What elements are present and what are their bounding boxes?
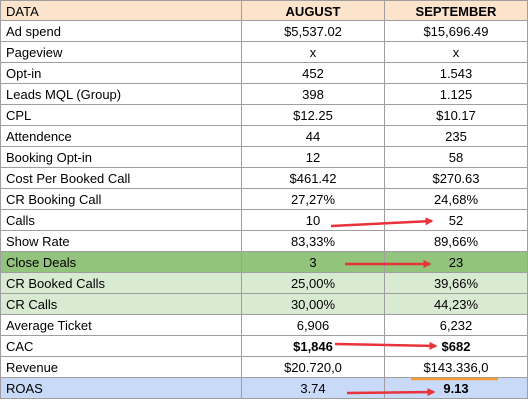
row-label[interactable]: CR Booked Calls (0, 273, 242, 294)
header-august[interactable]: AUGUST (242, 0, 385, 21)
table-row: Show Rate 83,33% 89,66% (0, 231, 528, 252)
august-value[interactable]: 83,33% (242, 231, 385, 252)
august-value[interactable]: $5,537.02 (242, 21, 385, 42)
august-value[interactable]: 44 (242, 126, 385, 147)
row-label[interactable]: CAC (0, 336, 242, 357)
table-row-cac: CAC $1,846 $682 (0, 336, 528, 357)
august-value[interactable]: $1,846 (242, 336, 385, 357)
table-row: Average Ticket 6,906 6,232 (0, 315, 528, 336)
table-row: Opt-in 452 1.543 (0, 63, 528, 84)
row-label[interactable]: Cost Per Booked Call (0, 168, 242, 189)
table-row: Calls 10 52 (0, 210, 528, 231)
row-label[interactable]: Calls (0, 210, 242, 231)
row-label[interactable]: CR Calls (0, 294, 242, 315)
august-value[interactable]: x (242, 42, 385, 63)
table-row: Ad spend $5,537.02 $15,696.49 (0, 21, 528, 42)
september-value[interactable]: $270.63 (385, 168, 528, 189)
table-row: Attendence 44 235 (0, 126, 528, 147)
table-row-close-deals: Close Deals 3 23 (0, 252, 528, 273)
row-label[interactable]: CR Booking Call (0, 189, 242, 210)
row-label[interactable]: Close Deals (0, 252, 242, 273)
table-row: CR Booking Call 27,27% 24,68% (0, 189, 528, 210)
september-value[interactable]: 1.543 (385, 63, 528, 84)
header-row: DATA AUGUST SEPTEMBER (0, 0, 528, 21)
table-row-revenue: Revenue $20.720,0 $143.336,0 (0, 357, 528, 378)
september-value[interactable]: 235 (385, 126, 528, 147)
table-row-cr-booked-calls: CR Booked Calls 25,00% 39,66% (0, 273, 528, 294)
table-row-roas: ROAS 3.74 9.13 (0, 378, 528, 400)
september-value[interactable]: 9.13 (385, 378, 528, 399)
august-value[interactable]: $461.42 (242, 168, 385, 189)
row-label[interactable]: Show Rate (0, 231, 242, 252)
september-value[interactable]: 6,232 (385, 315, 528, 336)
august-value[interactable]: 6,906 (242, 315, 385, 336)
header-september[interactable]: SEPTEMBER (385, 0, 528, 21)
row-label[interactable]: Pageview (0, 42, 242, 63)
september-value[interactable]: 89,66% (385, 231, 528, 252)
row-label[interactable]: Leads MQL (Group) (0, 84, 242, 105)
september-value[interactable]: $682 (385, 336, 528, 357)
september-value[interactable]: 24,68% (385, 189, 528, 210)
row-label[interactable]: Attendence (0, 126, 242, 147)
august-value[interactable]: 25,00% (242, 273, 385, 294)
september-value[interactable]: $15,696.49 (385, 21, 528, 42)
table-row: Leads MQL (Group) 398 1.125 (0, 84, 528, 105)
september-value[interactable]: 44,23% (385, 294, 528, 315)
september-value[interactable]: $143.336,0 (385, 357, 528, 378)
table-row-cr-calls: CR Calls 30,00% 44,23% (0, 294, 528, 315)
august-value[interactable]: 3.74 (242, 378, 385, 399)
table-row: CPL $12.25 $10.17 (0, 105, 528, 126)
august-value[interactable]: 452 (242, 63, 385, 84)
august-value[interactable]: $12.25 (242, 105, 385, 126)
row-label[interactable]: Average Ticket (0, 315, 242, 336)
row-label[interactable]: Ad spend (0, 21, 242, 42)
row-label[interactable]: Revenue (0, 357, 242, 378)
august-value[interactable]: 3 (242, 252, 385, 273)
september-value[interactable]: 52 (385, 210, 528, 231)
row-label[interactable]: ROAS (0, 378, 242, 399)
september-value[interactable]: 23 (385, 252, 528, 273)
august-value[interactable]: 12 (242, 147, 385, 168)
september-value[interactable]: 39,66% (385, 273, 528, 294)
august-value[interactable]: 398 (242, 84, 385, 105)
august-value[interactable]: 27,27% (242, 189, 385, 210)
september-value[interactable]: $10.17 (385, 105, 528, 126)
table-row: Pageview x x (0, 42, 528, 63)
table-row: Cost Per Booked Call $461.42 $270.63 (0, 168, 528, 189)
august-value[interactable]: $20.720,0 (242, 357, 385, 378)
table-row: Booking Opt-in 12 58 (0, 147, 528, 168)
row-label[interactable]: Opt-in (0, 63, 242, 84)
row-label[interactable]: CPL (0, 105, 242, 126)
row-label[interactable]: Booking Opt-in (0, 147, 242, 168)
header-data[interactable]: DATA (0, 0, 242, 21)
august-value[interactable]: 30,00% (242, 294, 385, 315)
september-value[interactable]: x (385, 42, 528, 63)
september-value[interactable]: 58 (385, 147, 528, 168)
september-value[interactable]: 1.125 (385, 84, 528, 105)
august-value[interactable]: 10 (242, 210, 385, 231)
